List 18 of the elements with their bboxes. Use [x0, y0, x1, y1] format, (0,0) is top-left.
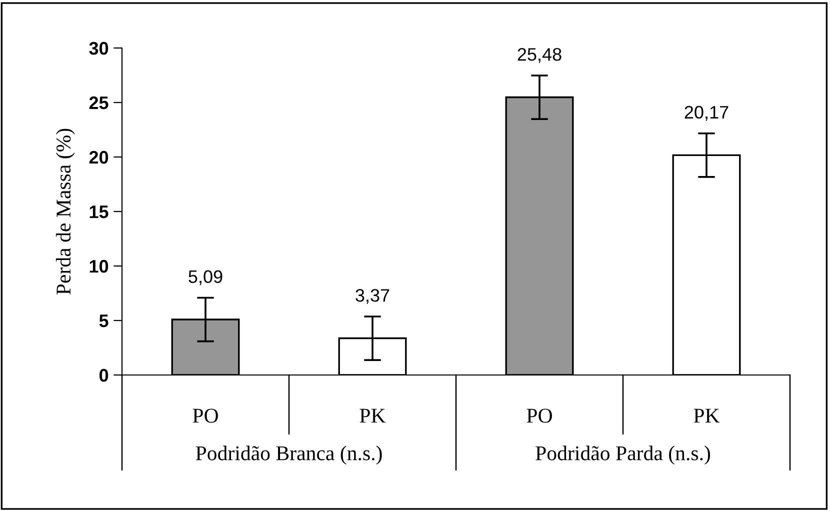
text: Podridão Branca (n.s.): [196, 446, 382, 465]
x-tick-label: PO: [192, 408, 218, 423]
y-tick-label: 20: [89, 150, 108, 164]
x-tick-label: PK: [694, 408, 720, 423]
data-label: 3,37: [356, 289, 390, 304]
text: Podridão Parda (n.s.): [536, 446, 710, 465]
y-tick-label: 10: [90, 260, 108, 273]
data-label: 5,09: [188, 270, 222, 286]
y-tick-label: 25: [89, 96, 108, 110]
y-axis-title: Perda de Massa (%): [56, 128, 75, 294]
data-label: 25,48: [518, 48, 562, 63]
y-tick-label: 30: [89, 42, 108, 55]
x-tick-label: PO: [526, 408, 552, 423]
y-tick-label: 15: [90, 206, 108, 218]
x-tick-label: PK: [360, 408, 386, 423]
y-tick-label: 5: [99, 314, 108, 328]
data-label: 20,17: [684, 106, 728, 121]
y-tick-label: 0: [99, 368, 108, 382]
